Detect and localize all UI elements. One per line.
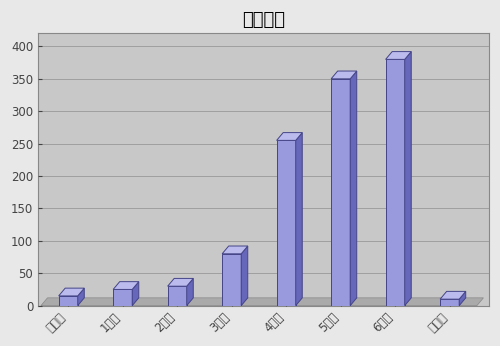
Title: 人数分布: 人数分布: [242, 11, 285, 29]
Bar: [58, 296, 78, 306]
Polygon shape: [186, 279, 194, 306]
Polygon shape: [168, 279, 194, 286]
Polygon shape: [440, 291, 466, 299]
Polygon shape: [296, 133, 302, 306]
Bar: [168, 286, 186, 306]
Polygon shape: [113, 282, 139, 290]
Bar: [440, 299, 459, 306]
Polygon shape: [331, 71, 356, 79]
Bar: [222, 254, 241, 306]
Polygon shape: [459, 291, 466, 306]
Bar: [331, 79, 350, 306]
Polygon shape: [222, 246, 248, 254]
Polygon shape: [132, 282, 139, 306]
Polygon shape: [404, 52, 411, 306]
Polygon shape: [350, 71, 356, 306]
Polygon shape: [276, 133, 302, 140]
Polygon shape: [386, 52, 411, 60]
Polygon shape: [41, 298, 484, 306]
Bar: [386, 60, 404, 306]
Polygon shape: [58, 288, 84, 296]
Bar: [276, 140, 295, 306]
Polygon shape: [78, 288, 84, 306]
Bar: [113, 290, 132, 306]
Polygon shape: [241, 246, 248, 306]
